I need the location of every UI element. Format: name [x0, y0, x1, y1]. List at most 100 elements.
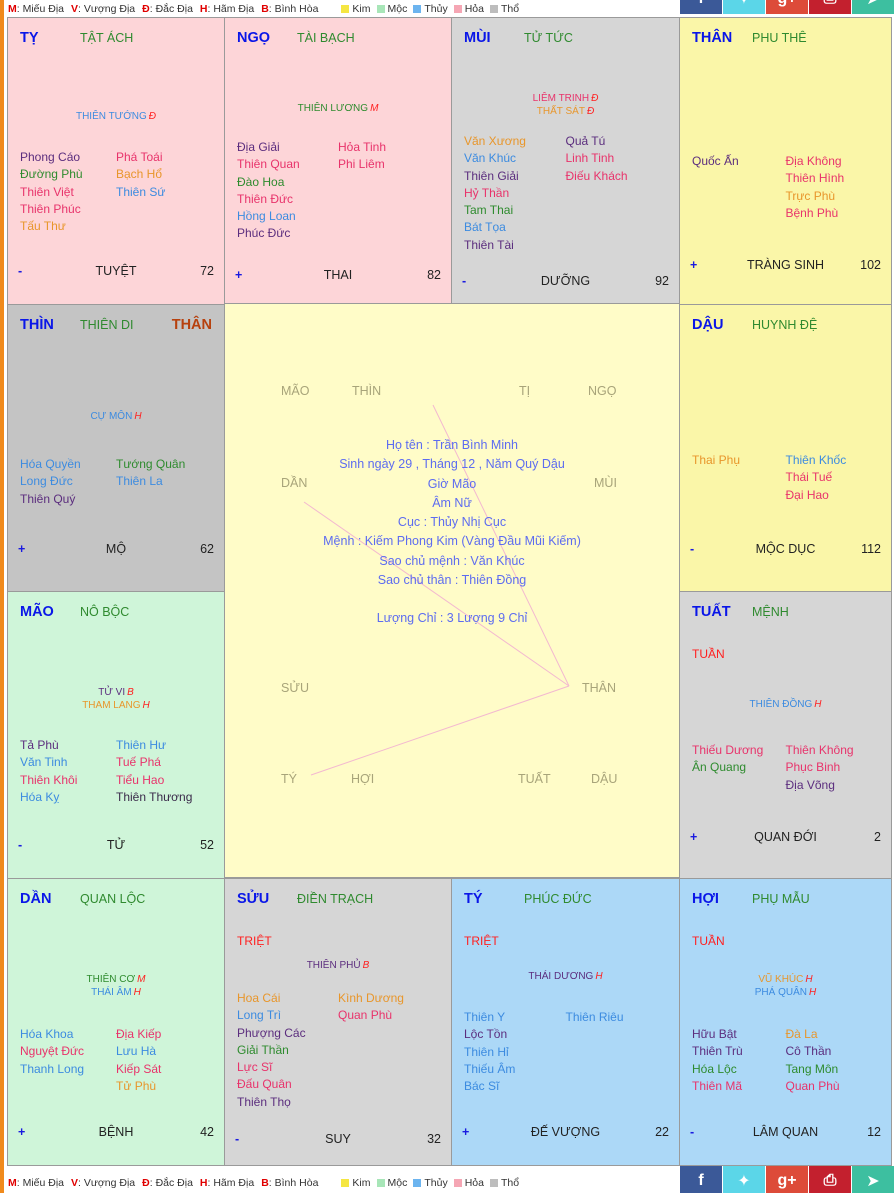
palace-footer: + TRÀNG SINH 102 [690, 258, 881, 274]
minor-star: Hóa Khoa [20, 1027, 74, 1041]
yin-yang-sign: - [690, 542, 695, 556]
palace-footer: - SUY 32 [235, 1132, 441, 1148]
personal-info: Họ tên : Trần Bình Minh Sinh ngày 29 , T… [225, 436, 679, 629]
earthly-branch: TUẤT [692, 604, 731, 620]
main-star: THIÊN PHỦ B [306, 960, 370, 971]
minor-star: Trực Phù [785, 188, 836, 203]
palace-footer: - TUYỆT 72 [18, 264, 214, 280]
palace-cell-mao[interactable]: MÃO NÔ BỘC TỬ VI B THAM LANG H Tả Phù Văn Tin… [7, 591, 225, 879]
palace-cell-dau[interactable]: DẬU HUYNH ĐỆ Thai Phụ Thiên Khốc Thái Tuế Đ… [679, 304, 892, 592]
palace-name: TẬT ÁCH [80, 31, 134, 45]
minor-star: Thiên Hỉ [464, 1044, 509, 1059]
horoscope-chart-grid: TỴ TẬT ÁCH THIÊN TƯỚNG Đ Phong Cáo Đường Ph… [7, 17, 892, 1166]
telegram-share-button[interactable]: ➤ [852, 1166, 894, 1193]
print-button[interactable]: ⎙ [809, 1166, 851, 1193]
minor-star: Hoa Cái [237, 991, 281, 1005]
minor-star: Long Đức [20, 474, 73, 489]
yin-yang-sign: + [462, 1125, 470, 1139]
minor-star: Hồng Loan [237, 209, 296, 224]
center-label-dau: DẬU [591, 772, 618, 786]
minor-star: Đường Phù [20, 167, 83, 182]
center-label-mao: MÃO [281, 384, 310, 398]
legend-element-hoa: Hỏa [453, 3, 484, 15]
palace-cell-mui[interactable]: MÙI TỬ TỨC LIÊM TRINH Đ THẤT SÁT Đ Văn Xương… [451, 17, 680, 305]
minor-star: Thiên Không [785, 743, 854, 757]
minor-star: Văn Khúc [464, 151, 517, 166]
google-plus-share-button[interactable]: g+ [766, 0, 808, 14]
palace-footer: - TỬ 52 [18, 838, 214, 854]
minor-star: Hữu Bật [692, 1027, 737, 1041]
palace-footer: - MỘC DỤC 112 [690, 542, 881, 558]
palace-cell-hoi[interactable]: HỢI PHỤ MẪU TUẦN VŨ KHÚC H PHÁ QUÂN H Hữu Bật… [679, 878, 892, 1166]
star-quality: B [127, 687, 134, 698]
legend-quality-m: M: Miếu Địa [8, 1176, 65, 1189]
palace-cell-suu[interactable]: SỬU ĐIỀN TRẠCH TRIỆT THIÊN PHỦ B Hoa Cái Lon… [224, 878, 452, 1166]
life-stage: MỘ [105, 542, 127, 556]
minor-stars-left: Hoa Cái Long Trì Phượng Các Giải Thần Lực Sĩ… [237, 990, 338, 1111]
life-stage: MỘC DỤC [755, 542, 816, 556]
legend-top: M: Miếu Địa V: Vượng Địa Đ: Đắc Địa H: H… [8, 0, 525, 17]
legend-quality-d: Đ: Đắc Địa [142, 2, 193, 15]
minor-stars: Phong Cáo Đường Phù Thiên Việt Thiên Phúc Tấ… [20, 149, 212, 235]
palace-footer: - LÂM QUAN 12 [690, 1125, 881, 1141]
minor-star: Quả Tú [565, 134, 606, 148]
minor-star: Địa Kiếp [116, 1027, 162, 1041]
minor-star: Quan Phù [338, 1008, 393, 1023]
palace-cell-than[interactable]: THÂN PHU THÊ Quốc Ấn Địa Không Thiên Hình T… [679, 17, 892, 305]
center-label-tuat: TUẤT [518, 772, 551, 786]
minor-star: Tam Thai [464, 203, 514, 218]
palace-cell-thin[interactable]: THÌN THIÊN DI THÂN CỰ MÔN H Hóa Quyền Long … [7, 304, 225, 592]
life-stage: BỆNH [98, 1125, 134, 1139]
minor-star: Thiên Y [464, 1010, 506, 1024]
earthly-branch: THÌN [20, 317, 54, 333]
star-quality: H [142, 700, 150, 711]
minor-stars-right: Thiên Riêu [566, 1009, 668, 1095]
palace-header: TUẤT MỆNH [692, 604, 879, 622]
main-stars: THIÊN ĐỒNG H [680, 698, 891, 711]
twitter-share-button[interactable]: ✦ [723, 0, 765, 14]
minor-stars-right: Tướng Quân Thiên La [116, 456, 212, 508]
palace-cell-ngo[interactable]: NGỌ TÀI BẠCH THIÊN LƯƠNG M Địa Giải Thiên Q… [224, 17, 452, 305]
minor-stars-right: Hỏa Tinh Phi Liêm [338, 139, 439, 243]
minor-stars-left: Quốc Ấn [692, 153, 786, 222]
telegram-share-button[interactable]: ➤ [852, 0, 894, 14]
chart-center-info: MÃO THÌN TỊ NGỌ DẦN MÙI SỬU THÂN TÝ HỢI … [224, 303, 680, 878]
palace-cell-dan[interactable]: DẦN QUAN LỘC THIÊN CƠ M THÁI ÂM H Hóa Khoa Ng… [7, 878, 225, 1166]
main-star: THIÊN CƠ M [86, 974, 146, 985]
palace-cell-ty-snake[interactable]: TỴ TẬT ÁCH THIÊN TƯỚNG Đ Phong Cáo Đường Ph… [7, 17, 225, 305]
main-star: THẤT SÁT Đ [536, 106, 595, 117]
minor-star: Thiếu Âm [464, 1061, 516, 1076]
info-sao-chu-than: Sao chủ thân : Thiên Đồng [377, 573, 527, 588]
main-stars: THIÊN LƯƠNG M [225, 102, 451, 115]
twitter-share-button[interactable]: ✦ [723, 1166, 765, 1193]
star-quality: H [595, 971, 603, 982]
google-plus-share-button[interactable]: g+ [766, 1166, 808, 1193]
print-button[interactable]: ⎙ [809, 0, 851, 14]
palace-cell-ty-rat[interactable]: TÝ PHÚC ĐỨC TRIỆT THÁI DƯƠNG H Thiên Y Lộc T… [451, 878, 680, 1166]
minor-star: Thiên Thương [116, 789, 193, 804]
google-plus-icon: g+ [777, 1172, 797, 1189]
main-star: THIÊN LƯƠNG M [297, 103, 379, 114]
age-period: 42 [200, 1125, 214, 1139]
minor-star: Bác Sĩ [464, 1079, 500, 1094]
minor-stars-left: Hóa Khoa Nguyệt Đức Thanh Long [20, 1026, 116, 1095]
than-marker: THÂN [171, 317, 212, 333]
facebook-share-button[interactable]: f [680, 1166, 722, 1193]
minor-star: Nguyệt Đức [20, 1044, 85, 1059]
palace-cell-tuat[interactable]: TUẤT MỆNH TUẦN THIÊN ĐỒNG H Thiếu Dương Ân Q… [679, 591, 892, 879]
palace-footer: + QUAN ĐỚI 2 [690, 830, 881, 846]
facebook-share-button[interactable]: f [680, 0, 722, 14]
life-stage: SUY [325, 1132, 351, 1146]
yin-yang-sign: + [18, 542, 26, 556]
minor-star: Thiên Riêu [565, 1010, 624, 1024]
minor-star: Phượng Các [237, 1025, 306, 1040]
center-label-mui: MÙI [594, 476, 617, 490]
main-stars: TỬ VI B THAM LANG H [8, 686, 224, 712]
minor-stars-left: Hóa Quyền Long Đức Thiên Quý [20, 456, 116, 508]
minor-stars-left: Văn Xương Văn Khúc Thiên Giải Hỷ Thần Tam Th… [464, 133, 566, 254]
minor-stars: Hóa Khoa Nguyệt Đức Thanh Long Địa Kiếp Lưu … [20, 1026, 212, 1095]
facebook-icon: f [698, 0, 703, 8]
palace-name: TỬ TỨC [524, 31, 573, 45]
legend-element-moc: Mộc [376, 3, 407, 15]
info-sao-chu-menh: Sao chủ mệnh : Văn Khúc [379, 553, 525, 568]
